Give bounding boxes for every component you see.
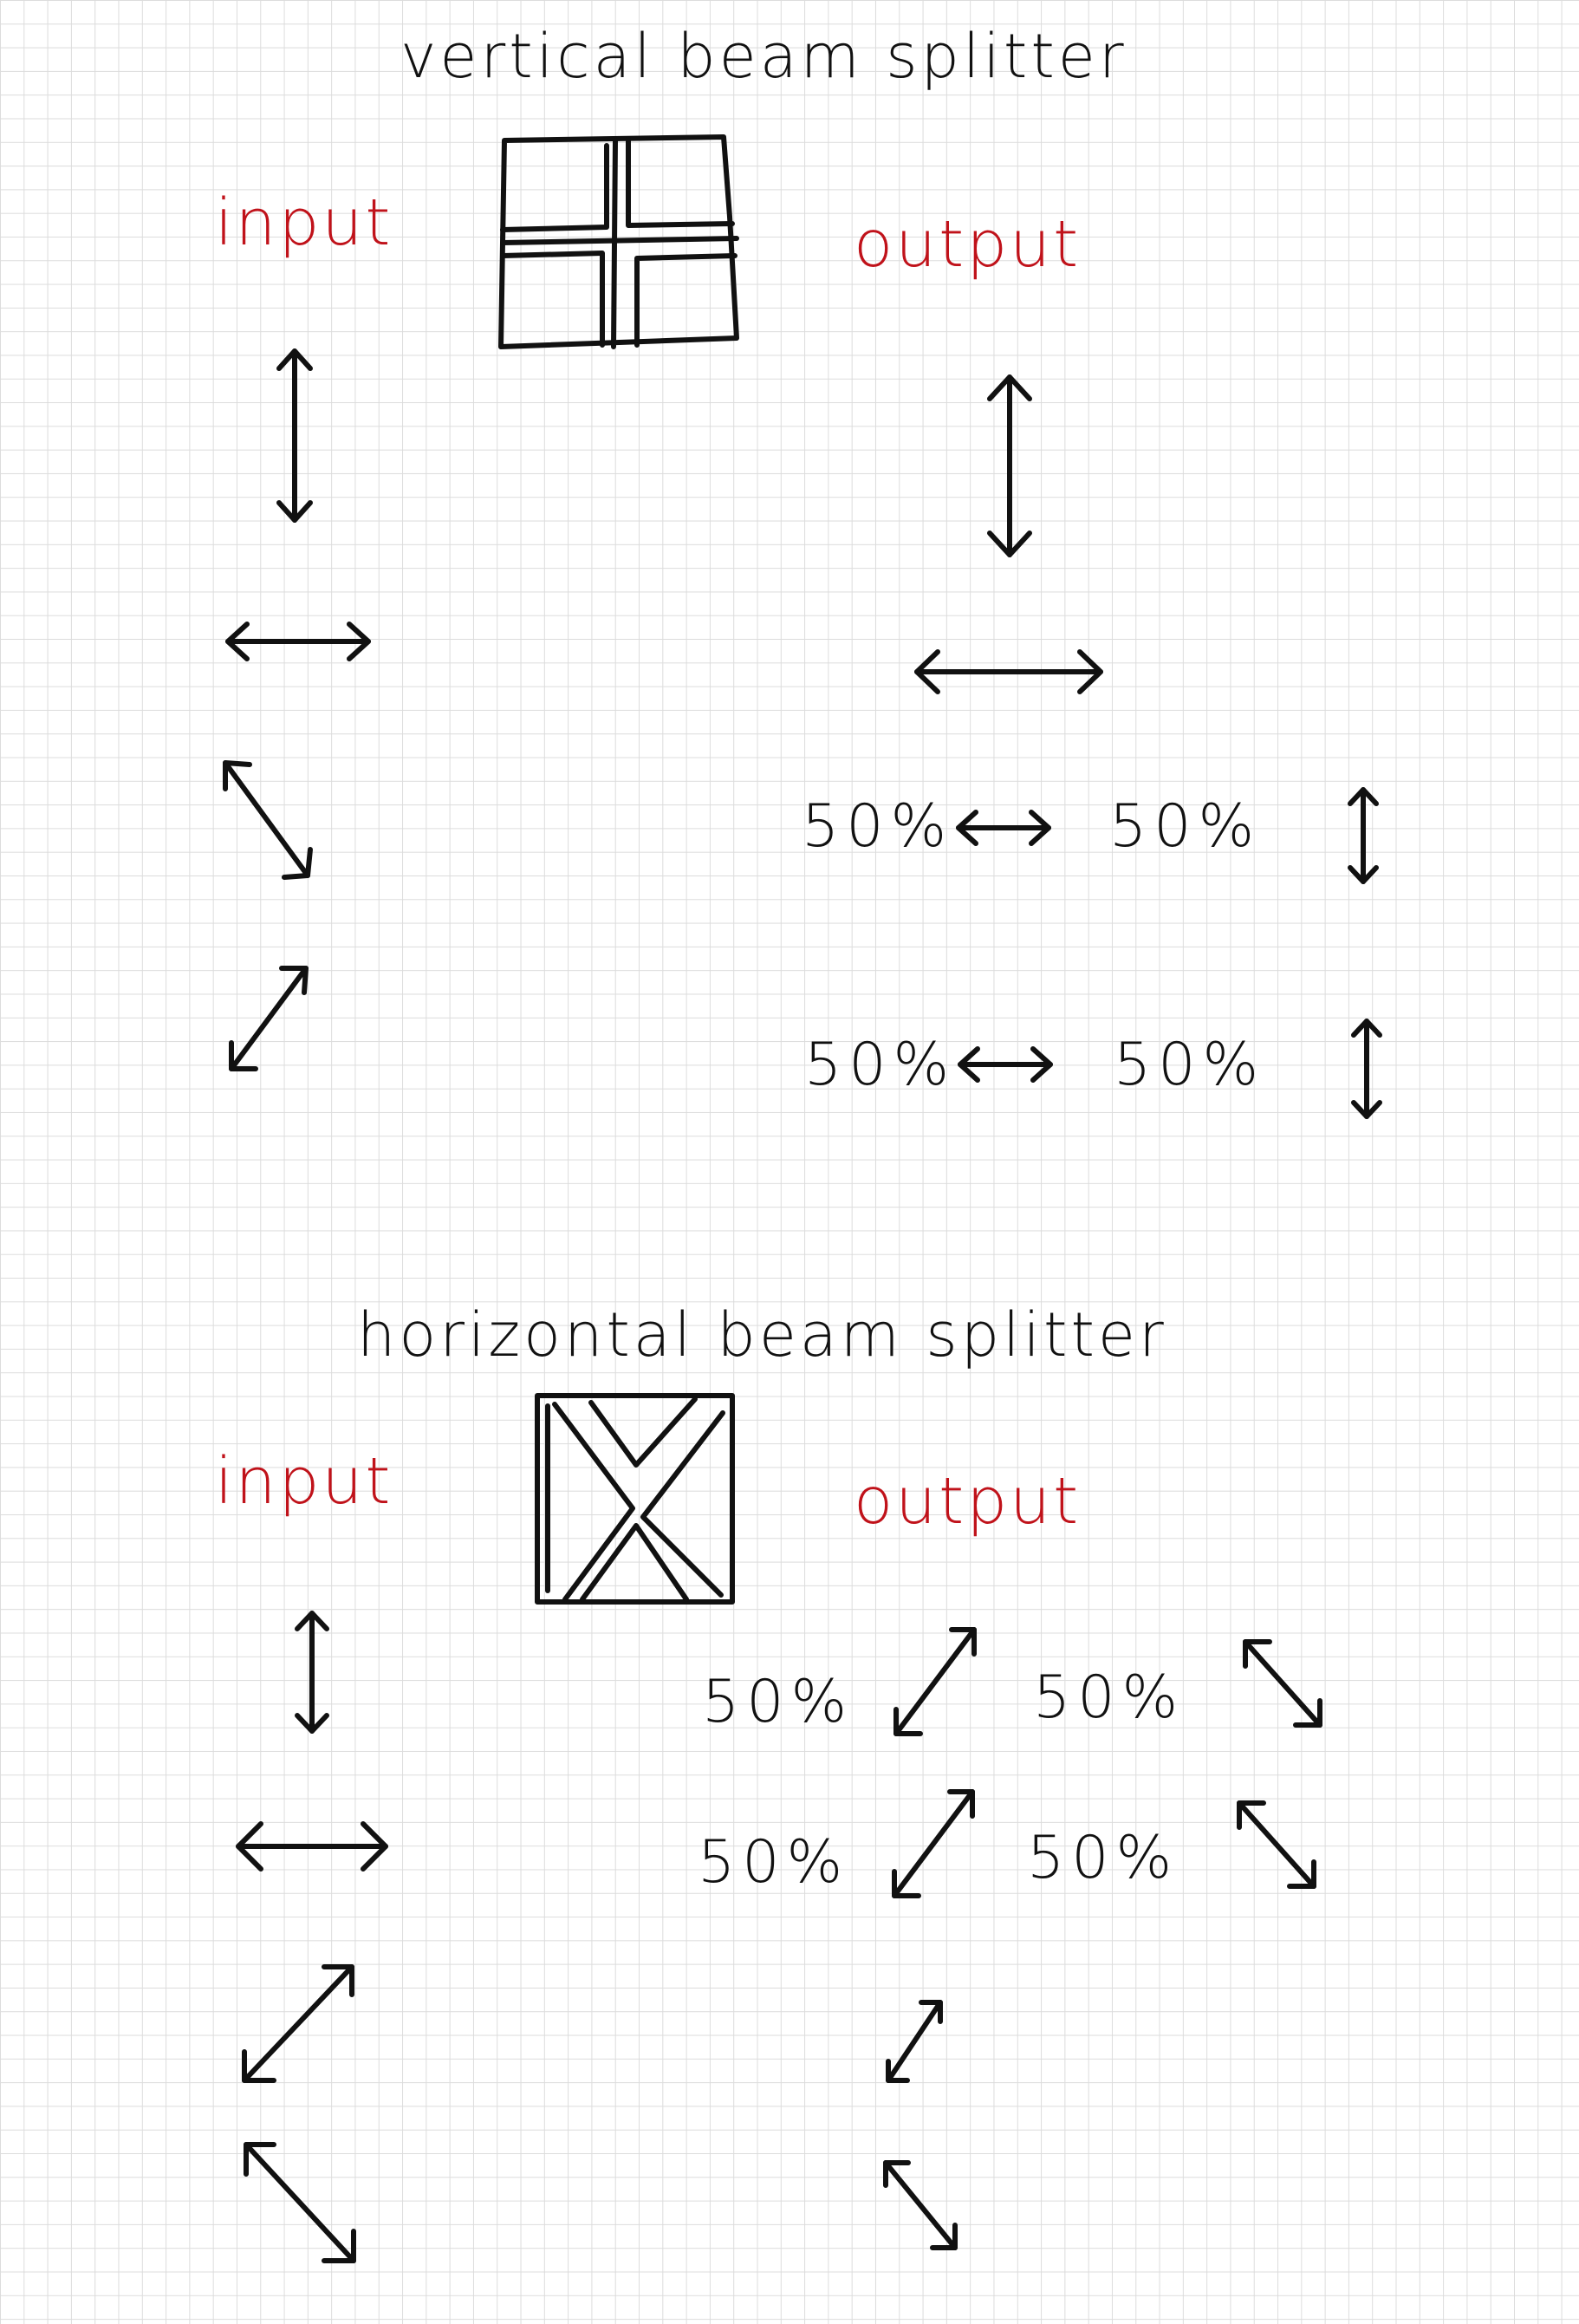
vertical-output-split-1-horizontal-icon xyxy=(956,810,1051,846)
horizontal-input-antidiagonal-icon xyxy=(242,1964,354,2083)
vertical-output-split-2-right-pct: 50% xyxy=(1114,1031,1266,1099)
vertical-output-split-2-vertical-icon xyxy=(1351,1019,1382,1119)
vertical-splitter-title: vertical beam splitter xyxy=(400,21,1127,92)
horizontal-output-split-1-diagonal-icon xyxy=(1243,1639,1322,1728)
horizontal-output-split-1-left-pct: 50% xyxy=(702,1668,854,1736)
horizontal-input-diagonal-icon xyxy=(244,2142,356,2263)
vertical-output-horizontal-icon xyxy=(914,649,1103,694)
vertical-input-horizontal-icon xyxy=(225,622,371,661)
horizontal-output-label: output xyxy=(854,1464,1082,1539)
horizontal-output-split-2-antidiagonal-icon xyxy=(892,1789,975,1898)
horizontal-input-label: input xyxy=(215,1444,393,1519)
horizontal-output-antidiagonal-icon xyxy=(886,2000,943,2083)
vertical-output-label: output xyxy=(854,207,1082,282)
vertical-input-antidiagonal-icon xyxy=(229,966,309,1071)
horizontal-input-horizontal-icon xyxy=(236,1821,388,1872)
horizontal-splitter-title: horizontal beam splitter xyxy=(357,1299,1167,1370)
horizontal-input-vertical-icon xyxy=(295,1611,329,1734)
horizontal-output-split-2-diagonal-icon xyxy=(1237,1800,1316,1889)
horizontal-output-diagonal-icon xyxy=(883,2160,958,2250)
vertical-output-split-1-right-pct: 50% xyxy=(1109,792,1262,861)
horizontal-output-split-2-right-pct: 50% xyxy=(1027,1824,1179,1892)
horizontal-splitter-symbol xyxy=(535,1393,735,1605)
vertical-input-diagonal-icon xyxy=(223,760,313,880)
vertical-splitter-symbol xyxy=(498,134,739,349)
horizontal-output-split-1-antidiagonal-icon xyxy=(893,1627,977,1736)
vertical-output-split-1-vertical-icon xyxy=(1348,787,1379,884)
vertical-output-split-2-left-pct: 50% xyxy=(804,1031,957,1099)
vertical-output-split-2-horizontal-icon xyxy=(958,1046,1053,1083)
horizontal-output-split-2-left-pct: 50% xyxy=(698,1828,850,1897)
vertical-output-vertical-icon xyxy=(987,374,1032,557)
vertical-output-split-1-left-pct: 50% xyxy=(802,792,954,861)
vertical-input-label: input xyxy=(215,186,393,260)
vertical-input-vertical-icon xyxy=(276,348,313,523)
horizontal-output-split-1-right-pct: 50% xyxy=(1033,1663,1186,1732)
